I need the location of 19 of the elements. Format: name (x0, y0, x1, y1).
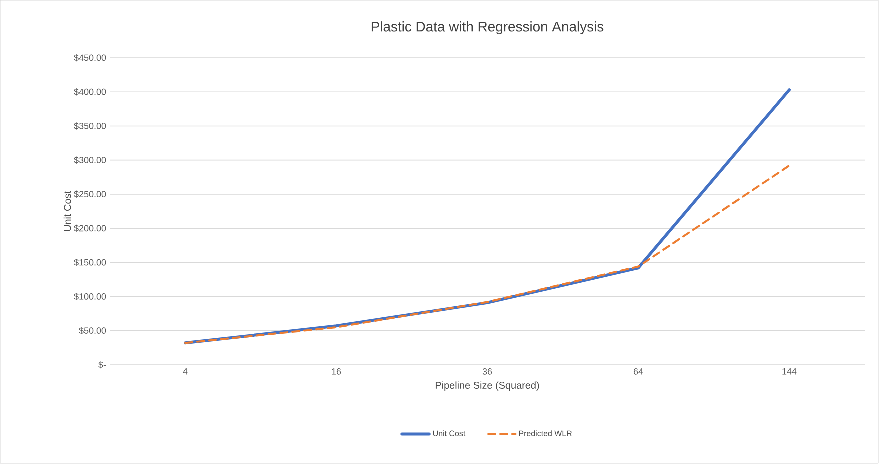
line-series (184, 164, 791, 344)
y-tick-label: $200.00 (74, 224, 106, 232)
y-tick-label: $50.00 (79, 327, 106, 335)
y-tick-label: $400.00 (74, 88, 106, 96)
y-tick-label: $300.00 (74, 156, 106, 164)
chart-title: Plastic Data with Regression Analysis (372, 22, 604, 35)
x-tick-label: 4 (183, 368, 188, 375)
x-tick-label: 64 (634, 368, 644, 375)
y-tick-label: $350.00 (74, 122, 106, 130)
x-tick-label: 16 (332, 368, 342, 375)
y-tick-label: $150.00 (74, 259, 106, 266)
x-tick-label: 144 (782, 368, 797, 375)
y-axis-title: Unit Cost (64, 191, 72, 232)
y-tick-label: $- (98, 361, 106, 369)
x-tick-label: 36 (482, 368, 492, 375)
y-tick-label: $450.00 (74, 54, 106, 62)
x-axis-title: Pipeline Size (Squared) (436, 382, 540, 391)
y-tick-label: $100.00 (74, 293, 106, 300)
y-tick-label: $250.00 (74, 190, 106, 198)
